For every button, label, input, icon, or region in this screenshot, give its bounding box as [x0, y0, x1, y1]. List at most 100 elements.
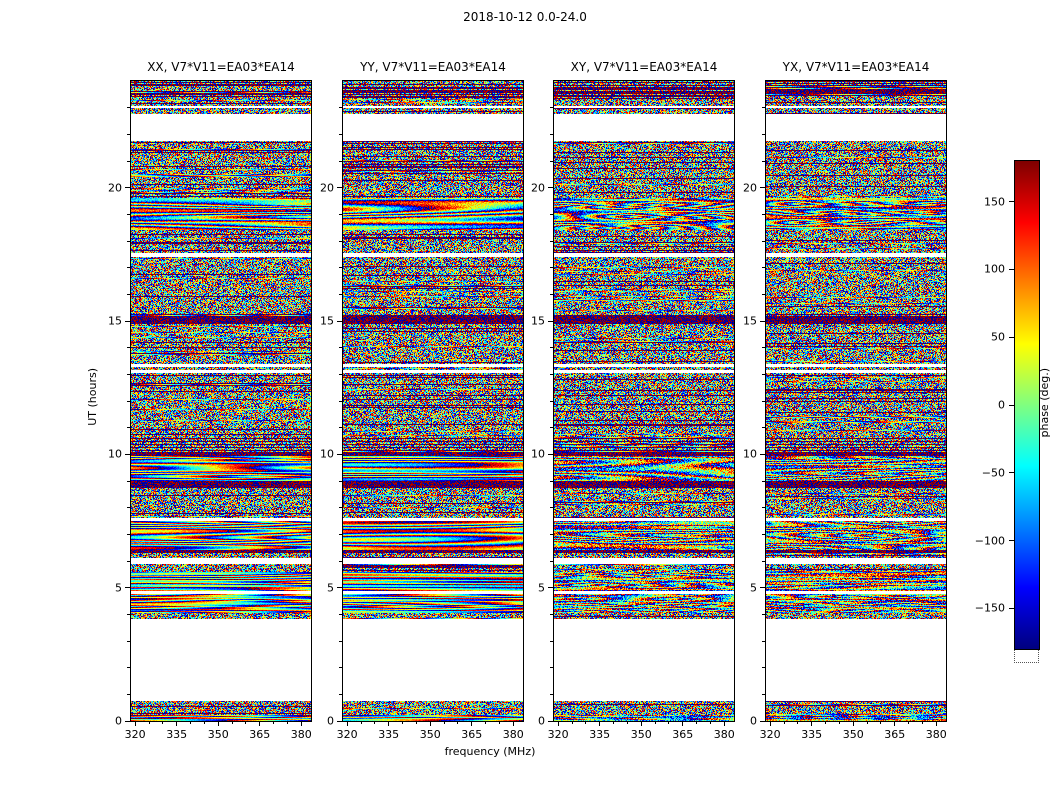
y-tick-label: 5 — [115, 581, 122, 595]
x-tick-label: 380 — [502, 728, 524, 741]
x-tick-mark — [935, 721, 937, 726]
colorbar-tick-label: 0 — [998, 398, 1005, 412]
y-minor-tick-mark — [762, 613, 765, 615]
y-minor-tick-mark — [339, 560, 342, 562]
y-minor-tick-mark — [550, 507, 553, 509]
y-minor-tick-mark — [127, 213, 130, 215]
y-tick-label: 15 — [531, 314, 545, 328]
colorbar-tick-label: 50 — [991, 330, 1005, 344]
y-tick-mark — [760, 587, 765, 589]
panel-title-yx: YX, V7*V11=EA03*EA14 — [782, 60, 930, 74]
y-tick-mark — [548, 187, 553, 189]
y-minor-tick-mark — [550, 213, 553, 215]
y-minor-tick-mark — [127, 267, 130, 269]
figure-title: 2018-10-12 0.0-24.0 — [463, 10, 587, 24]
y-tick-label: 10 — [531, 447, 545, 461]
y-tick-mark — [548, 720, 553, 722]
x-minor-tick-mark — [654, 721, 656, 724]
panel-title-xy: XY, V7*V11=EA03*EA14 — [570, 60, 718, 74]
y-minor-tick-mark — [127, 640, 130, 642]
y-tick-mark — [125, 187, 130, 189]
y-tick-mark — [760, 320, 765, 322]
x-tick-label: 365 — [461, 728, 483, 741]
y-minor-tick-mark — [550, 613, 553, 615]
x-minor-tick-mark — [797, 721, 799, 724]
x-minor-tick-mark — [374, 721, 376, 724]
y-minor-tick-mark — [339, 480, 342, 482]
x-tick-label: 365 — [672, 728, 694, 741]
colorbar-tick-label: −100 — [974, 534, 1005, 548]
x-minor-tick-mark — [485, 721, 487, 724]
x-tick-label: 320 — [759, 728, 781, 741]
x-tick-label: 320 — [547, 728, 569, 741]
y-tick-mark — [125, 587, 130, 589]
x-tick-label: 365 — [884, 728, 906, 741]
y-tick-mark — [337, 187, 342, 189]
x-minor-tick-mark — [498, 721, 500, 724]
y-tick-mark — [337, 720, 342, 722]
colorbar: 150 100 50 0 −50 −100 −150 — [975, 160, 1040, 663]
x-minor-tick-mark — [613, 721, 615, 724]
x-tick-label: 365 — [249, 728, 271, 741]
x-minor-tick-mark — [696, 721, 698, 724]
y-minor-tick-mark — [127, 480, 130, 482]
x-minor-tick-mark — [571, 721, 573, 724]
y-minor-tick-mark — [339, 240, 342, 242]
x-minor-tick-mark — [626, 721, 628, 724]
x-tick-label: 335 — [589, 728, 611, 741]
x-minor-tick-mark — [273, 721, 275, 724]
x-tick-mark — [259, 721, 261, 726]
x-minor-tick-mark — [457, 721, 459, 724]
x-minor-tick-mark — [585, 721, 587, 724]
y-tick-label: 5 — [327, 581, 334, 595]
y-minor-tick-mark — [127, 347, 130, 349]
heatmap-panel-yx: YX, V7*V11=EA03*EA14 320 335 350 365 380 0 5 10… — [743, 60, 947, 741]
y-axis-label: UT (hours) — [86, 368, 99, 426]
panel-title-yy: YY, V7*V11=EA03*EA14 — [360, 60, 506, 74]
x-tick-mark — [769, 721, 771, 726]
colorbar-tick-mark — [1009, 336, 1014, 338]
y-minor-tick-mark — [762, 427, 765, 429]
y-minor-tick-mark — [339, 667, 342, 669]
x-tick-mark — [640, 721, 642, 726]
y-minor-tick-mark — [762, 640, 765, 642]
heatmap-panel-xx: XX, V7*V11=EA03*EA14 320 335 350 365 380 0 5 10… — [108, 60, 312, 741]
x-tick-label: 335 — [801, 728, 823, 741]
x-tick-label: 350 — [207, 728, 229, 741]
y-minor-tick-mark — [762, 480, 765, 482]
y-minor-tick-mark — [127, 560, 130, 562]
y-tick-label: 15 — [108, 314, 122, 328]
y-minor-tick-mark — [339, 160, 342, 162]
x-tick-mark — [557, 721, 559, 726]
y-tick-label: 5 — [750, 581, 757, 595]
y-minor-tick-mark — [762, 693, 765, 695]
heatmap-canvas-yx — [766, 81, 946, 721]
y-tick-mark — [548, 587, 553, 589]
y-minor-tick-mark — [127, 107, 130, 109]
y-minor-tick-mark — [339, 427, 342, 429]
x-minor-tick-mark — [245, 721, 247, 724]
x-minor-tick-mark — [231, 721, 233, 724]
heatmap-canvas-xx — [131, 81, 311, 721]
y-tick-mark — [337, 453, 342, 455]
y-minor-tick-mark — [762, 507, 765, 509]
x-tick-label: 320 — [124, 728, 146, 741]
x-minor-tick-mark — [360, 721, 362, 724]
x-tick-label: 335 — [378, 728, 400, 741]
y-minor-tick-mark — [550, 480, 553, 482]
colorbar-label: phase (deg.) — [1038, 368, 1050, 438]
y-minor-tick-mark — [550, 427, 553, 429]
y-minor-tick-mark — [550, 560, 553, 562]
y-tick-label: 20 — [108, 181, 122, 195]
colorbar-tick-mark — [1009, 404, 1014, 406]
x-minor-tick-mark — [783, 721, 785, 724]
y-tick-mark — [760, 453, 765, 455]
x-tick-mark — [388, 721, 390, 726]
y-minor-tick-mark — [550, 107, 553, 109]
y-minor-tick-mark — [550, 267, 553, 269]
y-tick-label: 0 — [115, 714, 122, 728]
y-minor-tick-mark — [339, 693, 342, 695]
x-tick-label: 380 — [713, 728, 735, 741]
x-tick-mark — [512, 721, 514, 726]
x-tick-label: 350 — [630, 728, 652, 741]
